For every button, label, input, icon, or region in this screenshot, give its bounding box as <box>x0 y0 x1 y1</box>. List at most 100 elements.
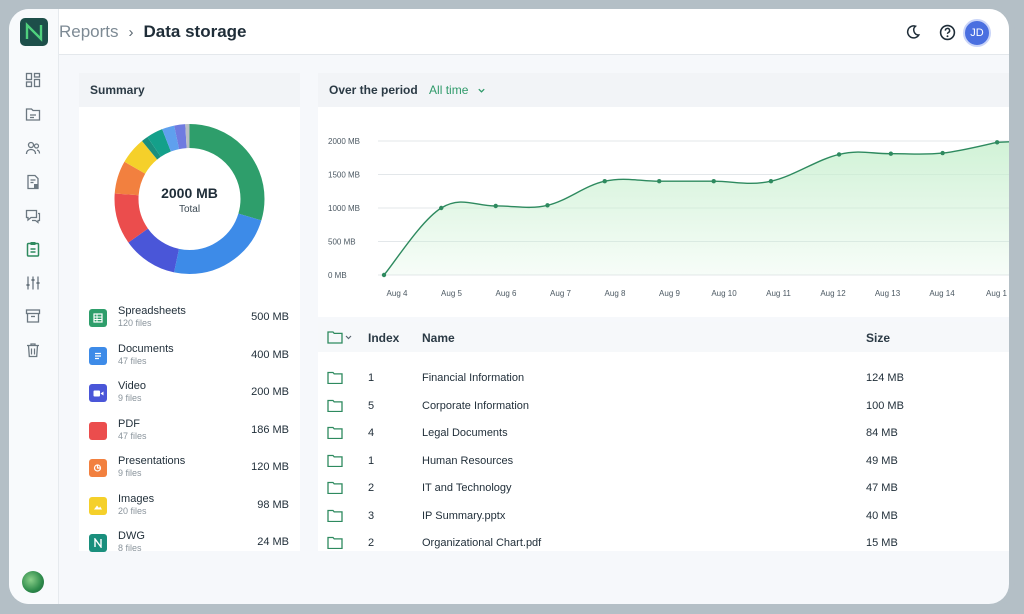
folder-filter-dropdown[interactable] <box>327 330 353 347</box>
workspace-globe-icon[interactable] <box>22 571 44 593</box>
nav-folder-icon[interactable] <box>24 105 42 123</box>
row-size: 124 MB <box>866 372 904 384</box>
data-point[interactable] <box>657 179 662 184</box>
row-name[interactable]: Financial Information <box>422 372 525 384</box>
breadcrumb-parent[interactable]: Reports <box>59 22 119 41</box>
document-icon <box>89 347 107 365</box>
series-line <box>383 141 1009 276</box>
data-point[interactable] <box>711 179 716 184</box>
row-name[interactable]: Legal Documents <box>422 427 508 439</box>
data-point[interactable] <box>602 179 607 184</box>
nav-sliders-icon[interactable] <box>24 274 42 292</box>
row-size: 100 MB <box>866 399 904 412</box>
row-index: 2 <box>368 482 375 494</box>
table-row[interactable]: 1 Human Resources 49 MB <box>318 448 1009 475</box>
data-point[interactable] <box>545 203 550 208</box>
column-index[interactable]: Index <box>368 331 400 345</box>
legend-item-presentations[interactable]: Presentations 9 files 120 MB <box>89 453 289 483</box>
data-point[interactable] <box>768 179 774 184</box>
page-title: Data storage <box>143 22 247 41</box>
breadcrumb: Reports › Data storage <box>59 22 247 42</box>
data-point[interactable] <box>381 272 387 278</box>
row-name[interactable]: IT and Technology <box>422 482 512 494</box>
table-row[interactable]: 2 IT and Technology 47 MB <box>318 475 1009 502</box>
row-name[interactable]: IP Summary.pptx <box>422 509 506 522</box>
legend-item-size: 500 MB <box>251 311 289 323</box>
table-row[interactable]: 4 Legal Documents 84 MB <box>318 420 1009 447</box>
help-icon[interactable] <box>937 22 957 42</box>
x-tick-label: Aug 13 <box>875 289 901 298</box>
data-point[interactable] <box>888 151 894 156</box>
dark-mode-moon-icon[interactable] <box>903 22 923 42</box>
nav-archive-icon[interactable] <box>24 307 42 325</box>
storage-growth-chart: 0 MB 500 MB 1000 MB 1500 MB 2000 MB Aug 4 Aug … <box>328 137 1009 298</box>
row-name[interactable]: Human Resources <box>422 454 514 467</box>
nav-users-icon[interactable] <box>24 139 42 157</box>
legend-item-documents[interactable]: Documents 47 files 400 MB <box>89 341 289 371</box>
x-tick-label: Aug 11 <box>766 289 791 298</box>
table-row[interactable]: 3 IP Summary.pptx 40 MB <box>318 503 1009 530</box>
legend-item-name: Spreadsheets <box>118 305 186 317</box>
legend-item-size: 120 MB <box>251 461 289 473</box>
legend-item-spreadsheets[interactable]: Spreadsheets 120 files 500 MB <box>89 303 289 333</box>
y-tick-label: 0 MB <box>328 271 347 280</box>
legend-item-name: Documents <box>118 343 174 355</box>
donut-segment[interactable] <box>114 124 265 274</box>
nav-report-file-icon[interactable] <box>24 173 42 191</box>
legend-item-file-count: 8 files <box>118 543 142 553</box>
video-icon <box>89 384 107 402</box>
x-tick-label: Aug 8 <box>605 289 626 298</box>
folder-icon <box>327 399 343 412</box>
row-index: 4 <box>368 427 375 439</box>
column-name[interactable]: Name <box>422 331 455 345</box>
donut-segment[interactable] <box>114 124 265 274</box>
donut-segment[interactable] <box>114 124 265 274</box>
total-storage-label: Total <box>178 204 201 215</box>
row-name[interactable]: Corporate Information <box>422 399 529 412</box>
table-row[interactable]: 2 Organizational Chart.pdf 15 MB <box>318 530 1009 557</box>
presentation-icon <box>89 459 107 477</box>
storage-chart-card: 0 MB 500 MB 1000 MB 1500 MB 2000 MB Aug 4 Aug … <box>318 107 1009 317</box>
legend-item-dwg[interactable]: DWG 8 files 24 MB <box>89 528 289 558</box>
nav-dashboard-icon[interactable] <box>24 71 42 89</box>
legend-item-images[interactable]: Images 20 files 98 MB <box>89 491 289 521</box>
folder-icon <box>327 454 343 467</box>
nav-chat-icon[interactable] <box>24 207 42 225</box>
row-name[interactable]: Organizational Chart.pdf <box>422 537 542 549</box>
y-tick-label: 1000 MB <box>328 204 360 213</box>
legend-item-file-count: 9 files <box>118 468 142 478</box>
table-row[interactable]: 1 Financial Information 124 MB <box>318 365 1009 392</box>
nav-clipboard-icon[interactable] <box>24 240 42 258</box>
data-point[interactable] <box>994 140 1000 145</box>
legend-item-name: DWG <box>118 530 145 542</box>
table-row[interactable]: 5 Corporate Information 100 MB <box>318 393 1009 420</box>
app-screen: Reports › Data storage JD Summary 2000 M… <box>9 9 1009 604</box>
data-point[interactable] <box>836 152 842 157</box>
legend-item-size: 400 MB <box>251 349 289 361</box>
folder-icon <box>327 481 343 494</box>
nav-trash-icon[interactable] <box>24 341 42 359</box>
x-tick-label: Aug 7 <box>550 289 571 298</box>
user-avatar[interactable]: JD <box>963 19 991 47</box>
legend-item-name: Images <box>118 493 155 505</box>
data-point[interactable] <box>439 205 444 211</box>
legend-item-size: 186 MB <box>251 424 289 436</box>
column-size[interactable]: Size <box>866 331 891 345</box>
period-header: Over the period All time <box>318 73 1009 107</box>
storage-donut-chart <box>114 124 265 274</box>
legend-item-name: Presentations <box>118 455 186 467</box>
x-tick-label: Aug 6 <box>496 289 517 298</box>
row-size: 40 MB <box>866 509 898 522</box>
period-select[interactable]: All time <box>429 83 486 97</box>
period-select-value: All time <box>429 83 469 97</box>
x-tick-label: Aug 5 <box>441 289 462 298</box>
folders-table: Index Name Size 1 Financial Information 12… <box>318 322 1009 551</box>
data-point[interactable] <box>493 203 498 209</box>
x-tick-label: Aug 9 <box>659 289 680 298</box>
app-logo[interactable] <box>20 18 48 46</box>
data-point[interactable] <box>940 150 945 156</box>
folder-icon <box>327 371 343 384</box>
legend-item-pdf[interactable]: PDF 47 files 186 MB <box>89 416 289 446</box>
row-index: 5 <box>368 399 375 412</box>
legend-item-video[interactable]: Video 9 files 200 MB <box>89 378 289 408</box>
